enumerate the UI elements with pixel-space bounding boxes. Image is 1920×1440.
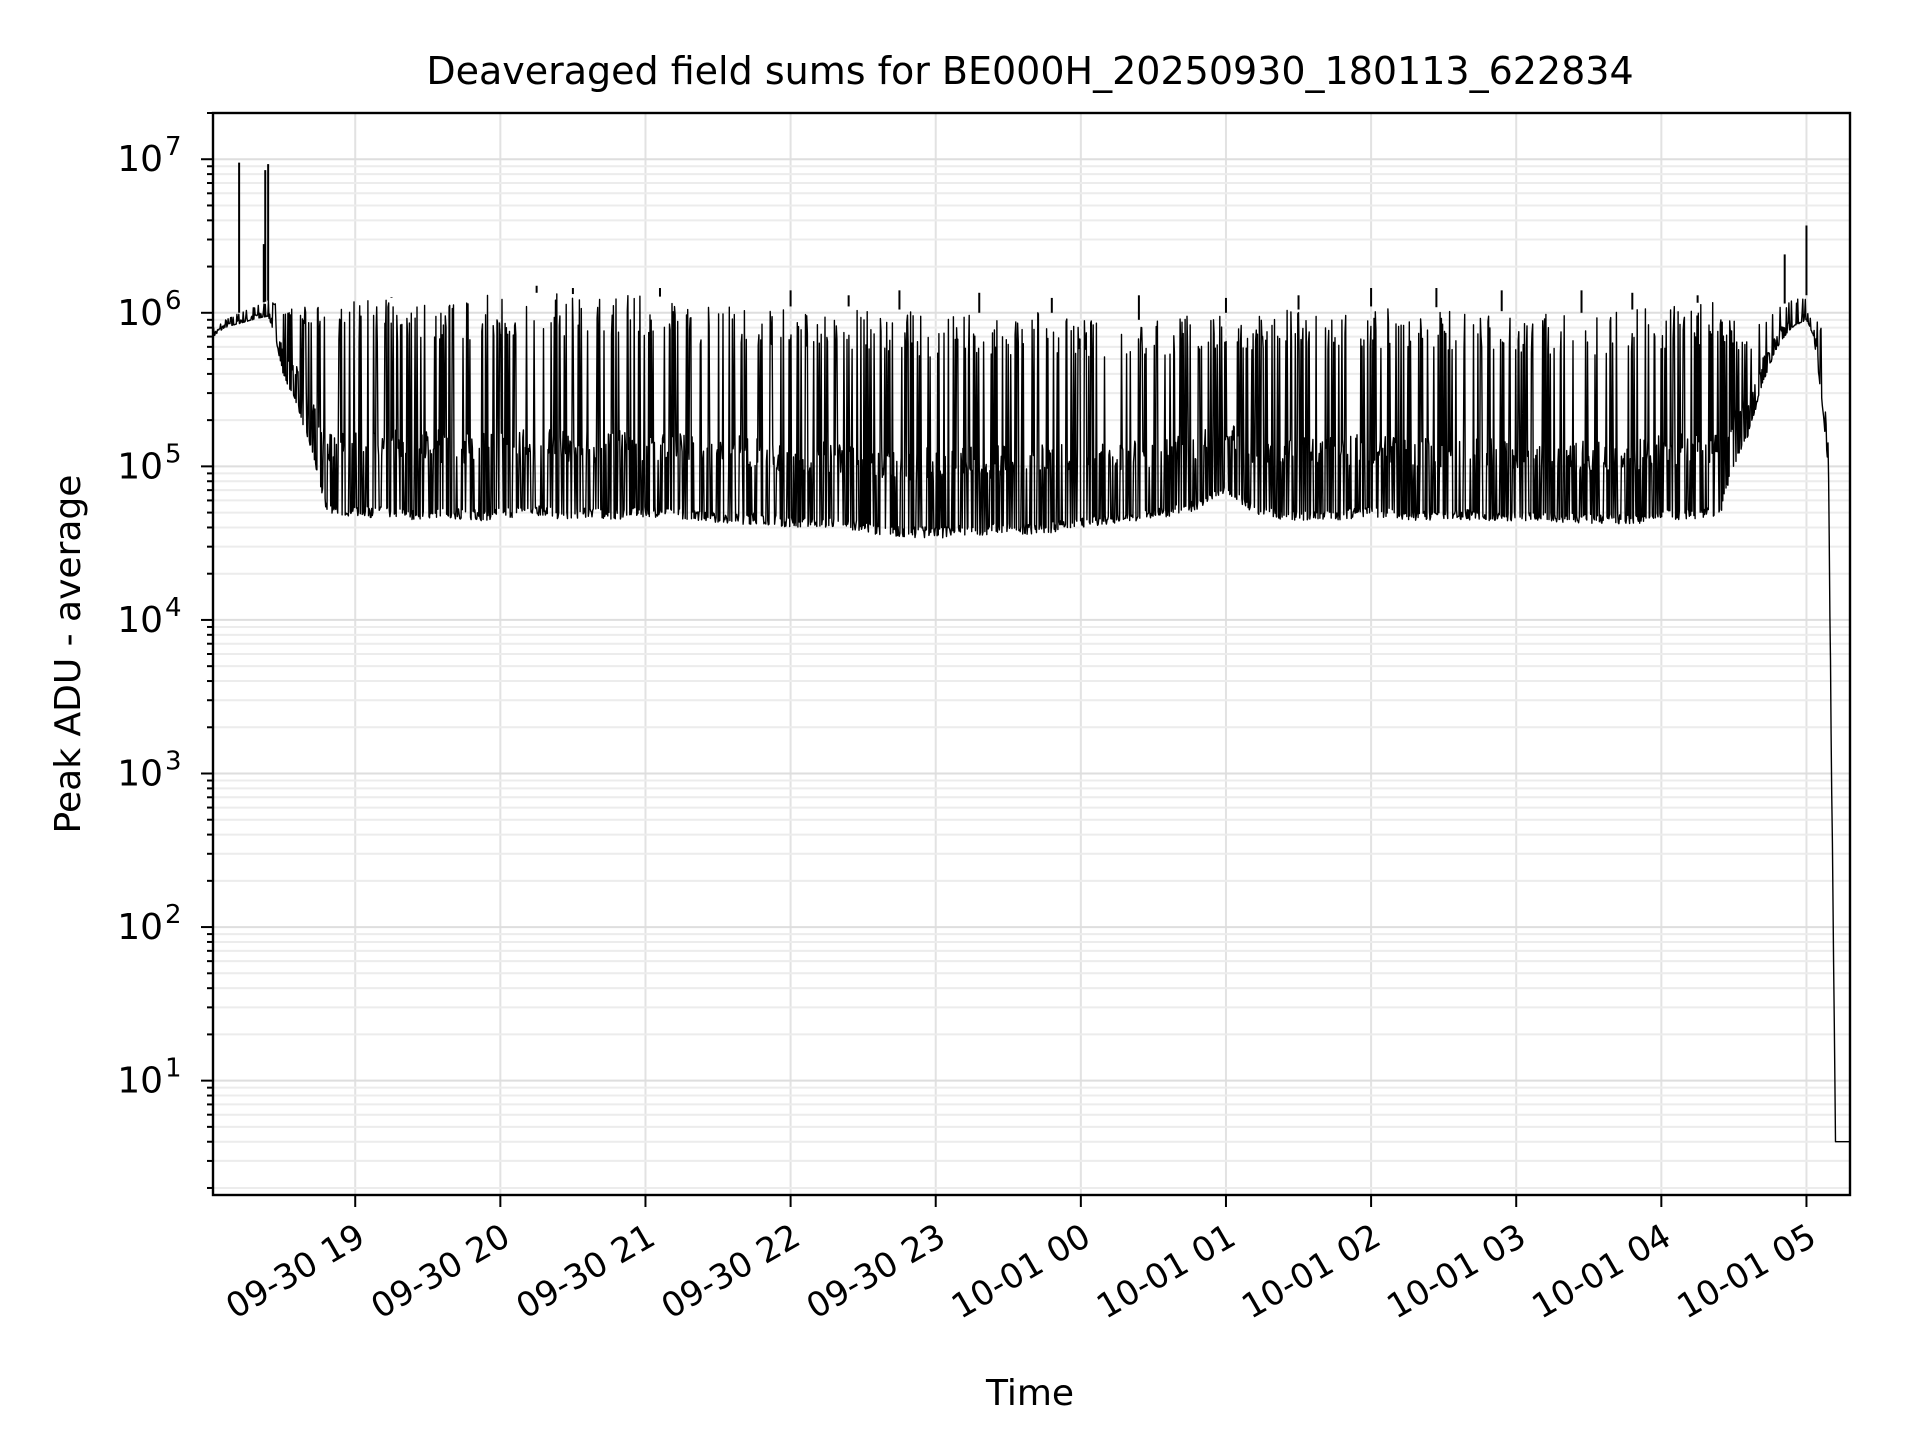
x-axis-label: Time: [985, 1373, 1074, 1414]
y-tick-base: 10: [117, 753, 163, 794]
y-tick-label: 10: [117, 446, 163, 487]
y-tick-base: 10: [117, 907, 163, 948]
y-tick-base: 10: [117, 139, 163, 180]
y-tick-base: 10: [117, 293, 163, 334]
y-tick-exponent: 3: [165, 746, 182, 776]
y-tick-label: 10: [117, 293, 163, 334]
y-tick-exponent: 5: [165, 439, 182, 469]
y-axis-label: Peak ADU - average: [48, 475, 89, 834]
y-tick-base: 10: [117, 600, 163, 641]
y-tick-base: 10: [117, 1061, 163, 1102]
y-tick-label: 10: [117, 907, 163, 948]
data-series: [212, 162, 1851, 1143]
y-tick-exponent: 2: [165, 900, 182, 930]
y-tick-label: 10: [117, 1061, 163, 1102]
series-line: [212, 293, 1851, 1143]
y-tick-exponent: 4: [165, 593, 182, 623]
y-tick-exponent: 7: [165, 132, 182, 162]
y-tick-exponent: 1: [165, 1054, 182, 1084]
y-tick-label: 10: [117, 139, 163, 180]
y-tick-label: 10: [117, 600, 163, 641]
y-tick-label: 10: [117, 753, 163, 794]
y-tick-base: 10: [117, 446, 163, 487]
chart-title: Deaveraged field sums for BE000H_2025093…: [426, 49, 1633, 93]
y-tick-exponent: 6: [165, 286, 182, 316]
